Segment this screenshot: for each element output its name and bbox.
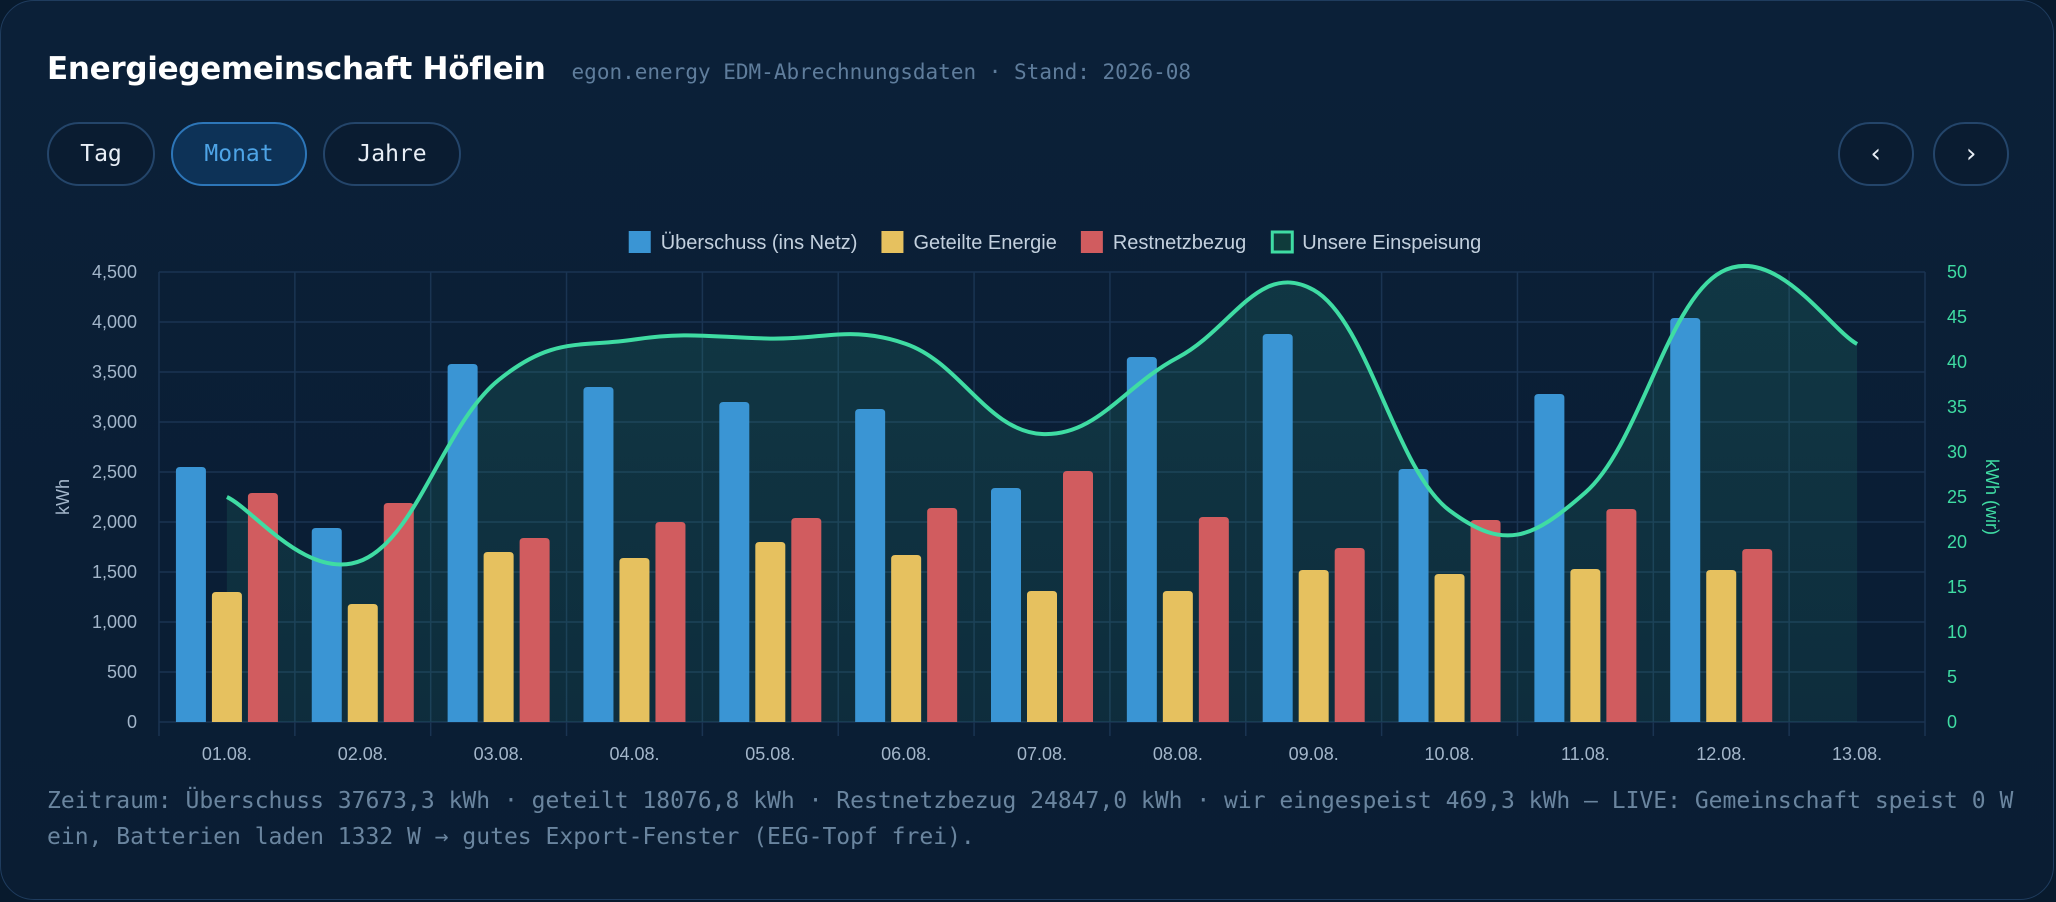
x-tick-label: 08.08. [1153, 744, 1203, 761]
legend-label[interactable]: Unsere Einspeisung [1302, 232, 1481, 254]
header: Energiegemeinschaft Höflein egon.energy … [47, 51, 1191, 87]
y-tick-label: 2,000 [92, 512, 137, 532]
legend-swatch [881, 231, 904, 253]
bar-series-2[interactable] [619, 558, 650, 722]
energy-chart: 05001,0001,5002,0002,5003,0003,5004,0004… [53, 230, 2002, 761]
next-button[interactable]: › [1933, 122, 2009, 186]
x-tick-label: 13.08. [1832, 744, 1882, 761]
bar-series-3[interactable] [1742, 549, 1773, 722]
y-right-tick-label: 10 [1947, 622, 1967, 642]
summary-text: Zeitraum: Überschuss 37673,3 kWh · getei… [47, 788, 2014, 850]
bar-series-1[interactable] [583, 387, 614, 722]
bar-series-2[interactable] [1298, 570, 1329, 722]
y-tick-label: 4,500 [92, 262, 137, 282]
bar-series-3[interactable] [655, 522, 686, 722]
bar-series-1[interactable] [1126, 357, 1157, 722]
bar-series-1[interactable] [991, 488, 1021, 722]
x-tick-label: 05.08. [745, 744, 795, 761]
bar-series-3[interactable] [1606, 509, 1637, 722]
bar-series-1[interactable] [1262, 334, 1293, 722]
bar-series-1[interactable] [1398, 469, 1429, 722]
bar-series-2[interactable] [1434, 574, 1465, 722]
bar-series-1[interactable] [447, 364, 478, 722]
page-subtitle: egon.energy EDM-Abrechnungsdaten · Stand… [571, 60, 1192, 84]
y-tick-label: 3,500 [92, 362, 137, 382]
y-right-tick-label: 30 [1947, 442, 1967, 462]
bar-series-3[interactable] [519, 538, 550, 722]
x-tick-label: 10.08. [1425, 744, 1475, 761]
y-tick-label: 0 [127, 712, 137, 732]
legend-label[interactable]: Überschuss (ins Netz) [661, 232, 858, 254]
bar-series-2[interactable] [755, 542, 786, 722]
legend-swatch [1080, 231, 1103, 253]
x-tick-label: 04.08. [609, 744, 659, 761]
y-right-axis-label: kWh (wir) [1982, 459, 2002, 535]
bar-series-1[interactable] [855, 409, 886, 722]
bar-series-2[interactable] [1027, 591, 1057, 722]
x-tick-label: 09.08. [1289, 744, 1339, 761]
bar-series-1[interactable] [1670, 318, 1701, 722]
legend-swatch [628, 231, 651, 253]
bar-series-2[interactable] [211, 592, 242, 722]
x-tick-label: 01.08. [202, 744, 252, 761]
legend-label[interactable]: Restnetzbezug [1113, 232, 1246, 254]
x-tick-label: 03.08. [474, 744, 524, 761]
legend-swatch [1270, 230, 1294, 254]
bar-series-3[interactable] [791, 518, 822, 722]
bar-series-2[interactable] [483, 552, 514, 722]
tab-monat[interactable]: Monat [171, 122, 307, 186]
bar-series-1[interactable] [719, 402, 750, 722]
y-axis-label: kWh [53, 479, 73, 515]
bar-series-1[interactable] [1534, 394, 1565, 722]
bar-series-1[interactable] [311, 528, 342, 722]
y-right-tick-label: 40 [1947, 352, 1967, 372]
x-tick-label: 11.08. [1561, 744, 1610, 761]
y-tick-label: 1,500 [92, 562, 137, 582]
bar-series-3[interactable] [247, 493, 278, 722]
tab-jahre[interactable]: Jahre [323, 122, 461, 186]
y-tick-label: 4,000 [92, 312, 137, 332]
x-tick-label: 07.08. [1017, 744, 1067, 761]
x-tick-label: 02.08. [338, 744, 388, 761]
y-tick-label: 500 [107, 662, 137, 682]
bar-series-3[interactable] [1063, 471, 1093, 722]
y-right-tick-label: 45 [1947, 307, 1967, 327]
bar-series-1[interactable] [175, 467, 206, 722]
y-tick-label: 1,000 [92, 612, 137, 632]
bar-series-3[interactable] [927, 508, 958, 722]
y-tick-label: 3,000 [92, 412, 137, 432]
x-tick-label: 12.08. [1696, 744, 1746, 761]
legend-label[interactable]: Geteilte Energie [913, 232, 1056, 254]
prev-button[interactable]: ‹ [1838, 122, 1914, 186]
bar-series-3[interactable] [383, 503, 414, 722]
bar-series-3[interactable] [1198, 517, 1229, 722]
y-right-tick-label: 15 [1947, 577, 1967, 597]
x-tick-label: 06.08. [881, 744, 931, 761]
y-right-tick-label: 20 [1947, 532, 1967, 552]
y-right-tick-label: 35 [1947, 397, 1967, 417]
y-tick-label: 2,500 [92, 462, 137, 482]
y-right-tick-label: 50 [1947, 262, 1967, 282]
page-title: Energiegemeinschaft Höflein [47, 51, 546, 87]
y-right-tick-label: 5 [1947, 667, 1957, 687]
bar-series-2[interactable] [1162, 591, 1193, 722]
y-right-tick-label: 25 [1947, 487, 1967, 507]
bar-series-2[interactable] [1706, 570, 1737, 722]
bar-series-3[interactable] [1334, 548, 1365, 722]
bar-series-3[interactable] [1470, 520, 1501, 722]
series-line-einspeisung[interactable] [226, 263, 1859, 567]
tab-tag[interactable]: Tag [47, 122, 155, 186]
bar-series-2[interactable] [347, 604, 378, 722]
y-right-tick-label: 0 [1947, 712, 1957, 732]
bar-series-2[interactable] [1570, 569, 1601, 722]
bar-series-2[interactable] [891, 555, 922, 722]
